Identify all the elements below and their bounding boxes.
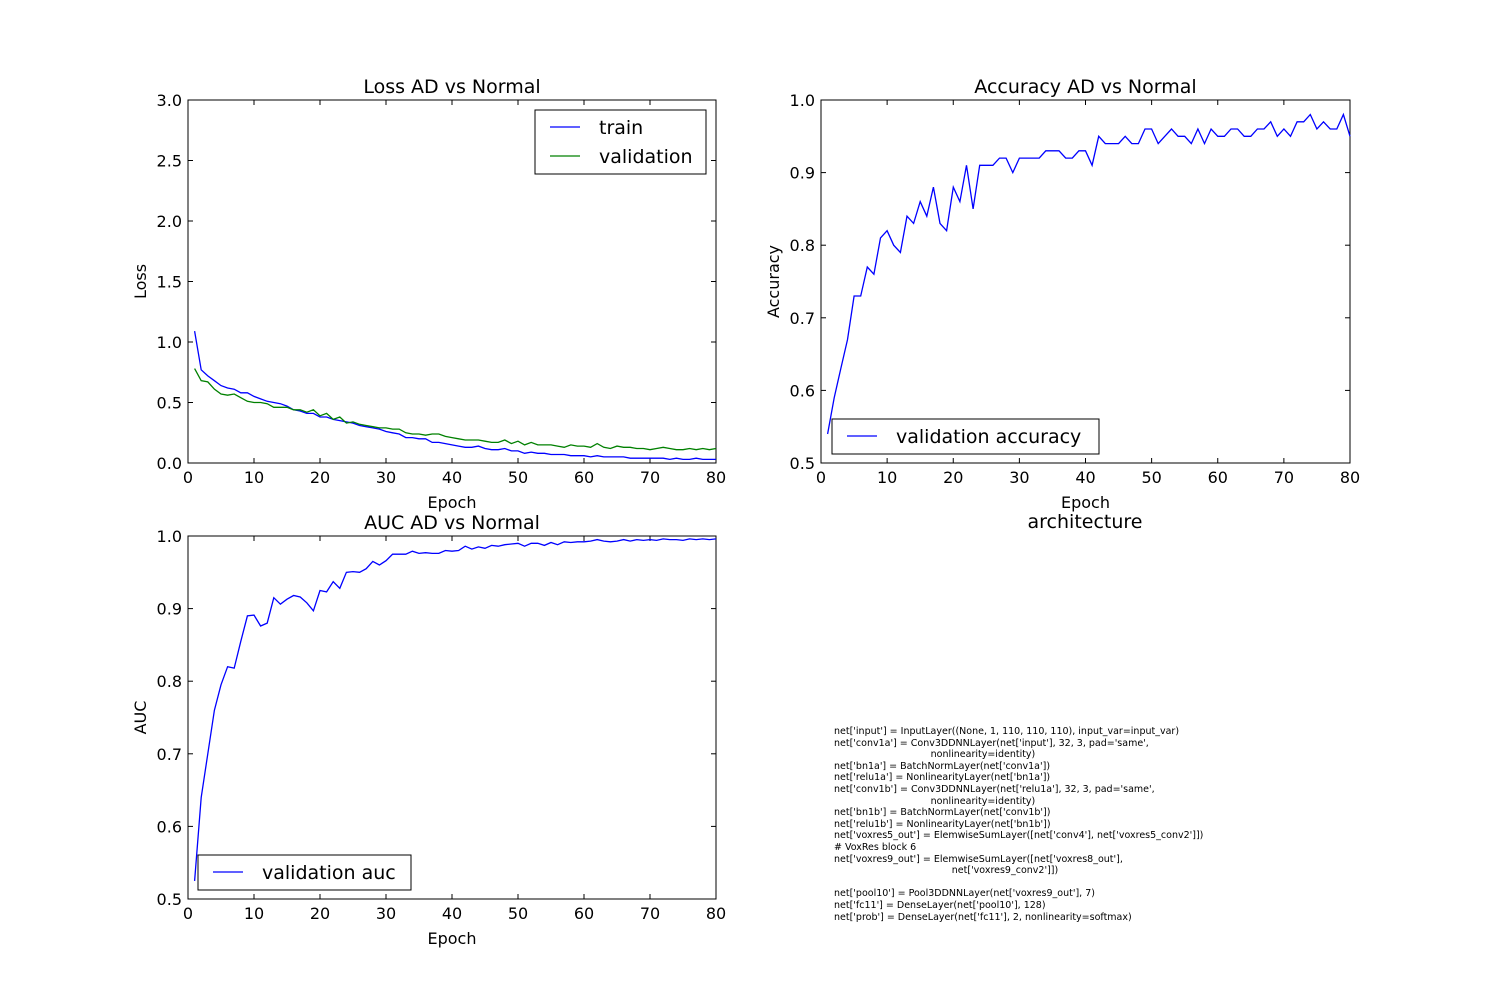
x-tick-label: 70	[640, 904, 660, 923]
code-line: net['voxres5_out'] = ElemwiseSumLayer([n…	[834, 830, 1204, 842]
series-line-validation-accuracy	[826, 112, 1351, 435]
x-axis-label: Epoch	[1061, 493, 1110, 512]
code-line: net['voxres9_conv2']])	[834, 865, 1059, 877]
chart-title: AUC AD vs Normal	[364, 512, 540, 534]
x-tick-label: 30	[376, 904, 396, 923]
y-tick-label: 0.0	[157, 454, 182, 473]
loss-chart: 0 10 20 30 40 50 60 70 80 0.0 0.5 1.0 1.5 2.0 2.5 3.0 Lo…	[131, 76, 726, 512]
y-tick-label: 1.5	[157, 273, 182, 292]
y-tick-label: 2.5	[157, 152, 182, 171]
x-tick-label: 10	[877, 468, 897, 487]
code-line: # VoxRes block 6	[834, 841, 917, 853]
x-tick-label: 0	[816, 468, 826, 487]
x-tick-label: 50	[508, 904, 528, 923]
x-tick-label: 30	[376, 468, 396, 487]
y-tick-label: 0.9	[790, 164, 815, 183]
x-tick-label: 80	[1340, 468, 1360, 487]
y-tick-label: 0.5	[157, 890, 182, 909]
chart-title: Accuracy AD vs Normal	[974, 76, 1196, 98]
y-tick-label: 1.0	[790, 91, 815, 110]
chart-title: Loss AD vs Normal	[363, 76, 540, 98]
legend-box	[534, 109, 707, 175]
code-line: net['voxres9_out'] = ElemwiseSumLayer([n…	[834, 853, 1123, 865]
y-tick-label: 0.9	[157, 600, 182, 619]
x-tick-label: 20	[310, 468, 330, 487]
y-tick-label: 1.0	[157, 333, 182, 352]
x-tick-label: 50	[1141, 468, 1161, 487]
code-line: net['input'] = InputLayer((None, 1, 110,…	[834, 726, 1180, 737]
y-axis-label: AUC	[131, 701, 150, 735]
y-tick-label: 0.7	[790, 309, 815, 328]
legend-label: validation auc	[262, 862, 396, 884]
x-tick-label: 40	[1075, 468, 1095, 487]
code-line: nonlinearity=identity)	[834, 749, 1036, 761]
x-tick-label: 60	[1208, 468, 1228, 487]
code-line: net['bn1b'] = BatchNormLayer(net['conv1b…	[834, 807, 1051, 819]
x-tick-label: 0	[183, 468, 193, 487]
code-line: net['relu1a'] = NonlinearityLayer(net['b…	[834, 772, 1051, 784]
y-tick-label: 0.7	[157, 745, 182, 764]
series-line-validation-auc	[193, 538, 717, 881]
x-tick-label: 30	[1009, 468, 1029, 487]
auc-chart: 0 10 20 30 40 50 60 70 80 0.5 0.6 0.7 0.8 0.9 1.0 AUC A…	[131, 512, 726, 948]
legend-label: validation	[599, 146, 693, 168]
x-tick-label: 0	[183, 904, 193, 923]
x-tick-label: 10	[244, 904, 264, 923]
x-tick-label: 20	[310, 904, 330, 923]
x-tick-label: 70	[1274, 468, 1294, 487]
legend-label: validation accuracy	[896, 426, 1081, 448]
y-axis-label: Accuracy	[764, 245, 783, 318]
y-tick-label: 2.0	[157, 212, 182, 231]
y-axis-label: Loss	[131, 264, 150, 299]
code-line: net['bn1a'] = BatchNormLayer(net['conv1a…	[834, 760, 1051, 772]
series-line-train	[193, 330, 716, 461]
x-tick-label: 70	[640, 468, 660, 487]
accuracy-chart: 0 10 20 30 40 50 60 70 80 0.5 0.6 0.7 0.8 0.9 1.0 Accur…	[764, 76, 1360, 512]
x-tick-label: 60	[574, 904, 594, 923]
x-axis-label: Epoch	[428, 493, 477, 512]
y-tick-label: 0.8	[157, 672, 182, 691]
plot-frame	[820, 99, 1351, 464]
x-tick-label: 40	[442, 468, 462, 487]
x-tick-label: 60	[574, 468, 594, 487]
code-line: net['fc11'] = DenseLayer(net['pool10'], …	[834, 899, 1046, 911]
series-line-validation	[194, 368, 717, 451]
y-tick-label: 0.6	[790, 381, 815, 400]
x-tick-label: 80	[706, 468, 726, 487]
code-line: net['conv1b'] = Conv3DDNNLayer(net['relu…	[834, 783, 1155, 795]
code-line: net['relu1b'] = NonlinearityLayer(net['b…	[834, 818, 1051, 830]
code-line: net['conv1a'] = Conv3DDNNLayer(net['inpu…	[834, 737, 1149, 749]
legend: train validation	[534, 109, 707, 175]
x-axis-label: Epoch	[428, 929, 477, 948]
code-line: net['pool10'] = Pool3DDNNLayer(net['voxr…	[834, 888, 1095, 900]
x-tick-label: 10	[244, 468, 264, 487]
x-tick-label: 50	[508, 468, 528, 487]
y-tick-label: 0.6	[157, 817, 182, 836]
plot-frame	[187, 535, 717, 900]
code-line: net['prob'] = DenseLayer(net['fc11'], 2,…	[834, 911, 1132, 923]
y-tick-label: 1.0	[157, 527, 182, 546]
y-tick-label: 0.8	[790, 236, 815, 255]
y-tick-label: 3.0	[157, 91, 182, 110]
x-tick-label: 80	[706, 904, 726, 923]
y-tick-label: 0.5	[790, 454, 815, 473]
legend: validation auc	[197, 854, 412, 891]
legend: validation accuracy	[831, 418, 1100, 455]
legend-label: train	[599, 117, 643, 139]
code-line: nonlinearity=identity)	[834, 795, 1036, 807]
x-tick-label: 20	[943, 468, 963, 487]
y-tick-label: 0.5	[157, 394, 182, 413]
architecture-code: net['input'] = InputLayer((None, 1, 110,…	[834, 726, 1203, 923]
x-tick-label: 40	[442, 904, 462, 923]
